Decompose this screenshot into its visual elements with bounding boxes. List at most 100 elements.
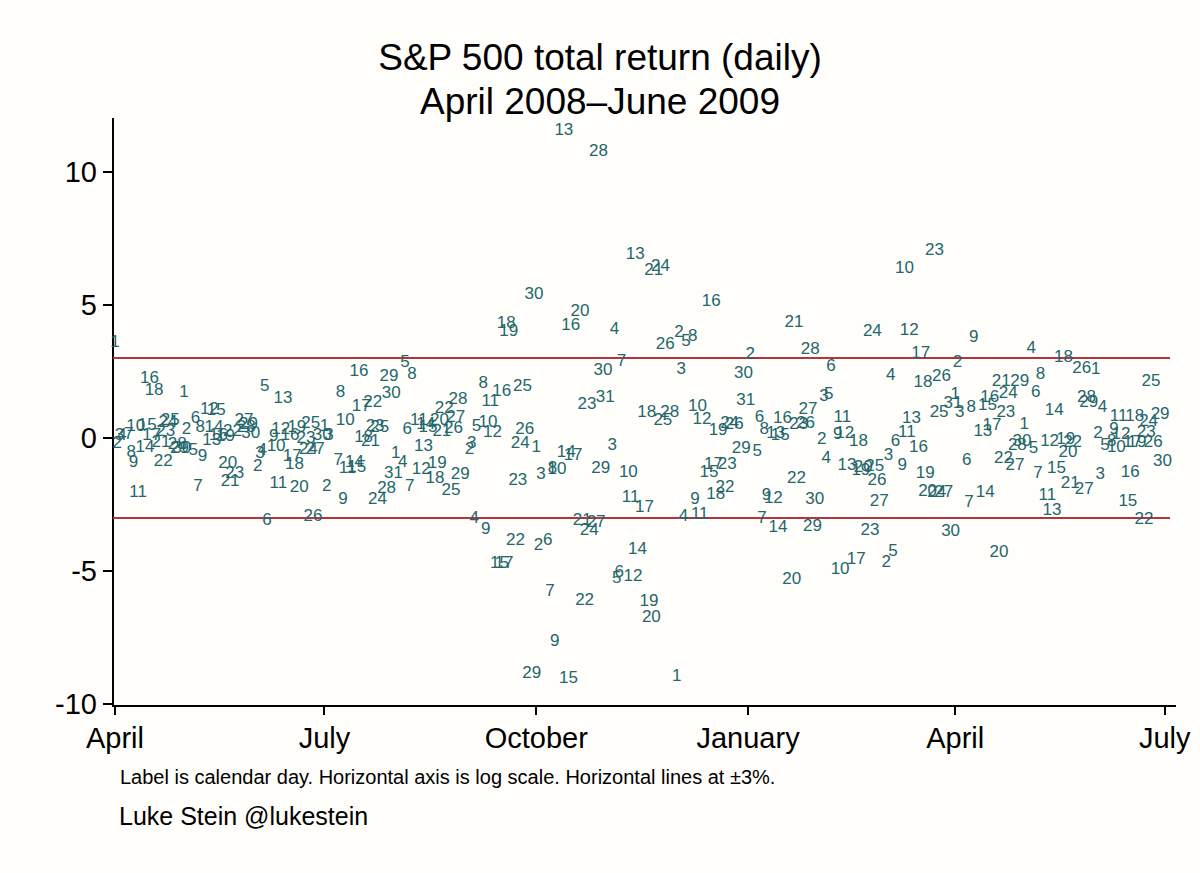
- day-label-point: 25: [513, 376, 532, 396]
- footnote-text: Label is calendar day. Horizontal axis i…: [120, 766, 775, 789]
- day-label-point: 29: [1010, 371, 1029, 391]
- day-label-point: 7: [964, 492, 973, 512]
- day-label-point: 26: [725, 414, 744, 434]
- day-label-point: 30: [805, 489, 824, 509]
- day-label-point: 3: [607, 435, 616, 455]
- x-axis-tick-label: July: [1139, 722, 1191, 755]
- day-label-point: 30: [1153, 451, 1172, 471]
- day-label-point: 30: [382, 383, 401, 403]
- day-label-point: 16: [492, 381, 511, 401]
- day-label-point: 21: [785, 312, 804, 332]
- day-label-point: 27: [934, 482, 953, 502]
- day-label-point: 12: [764, 488, 783, 508]
- day-label-point: 27: [587, 512, 606, 532]
- day-label-point: 27: [798, 399, 817, 419]
- day-label-point: 22: [787, 468, 806, 488]
- day-label-point: 29: [451, 464, 470, 484]
- day-label-point: 7: [193, 476, 202, 496]
- day-label-point: 7: [405, 476, 414, 496]
- y-tick-mark: [103, 171, 113, 173]
- day-label-point: 20: [571, 301, 590, 321]
- day-label-point: 26: [1072, 358, 1091, 378]
- day-label-point: 18: [914, 372, 933, 392]
- day-label-point: 13: [274, 388, 293, 408]
- day-label-point: 13: [1042, 500, 1061, 520]
- day-label-point: 23: [508, 470, 527, 490]
- day-label-point: 29: [803, 516, 822, 536]
- day-label-point: 5: [824, 384, 833, 404]
- day-label-point: 5: [753, 441, 762, 461]
- y-tick-mark: [103, 437, 113, 439]
- day-label-point: 16: [702, 291, 721, 311]
- day-label-point: 3: [536, 464, 545, 484]
- day-label-point: 3: [955, 402, 964, 422]
- day-label-point: 24: [863, 321, 882, 341]
- day-label-point: 2: [746, 344, 755, 364]
- day-label-point: 6: [543, 530, 552, 550]
- day-label-point: 17: [635, 497, 654, 517]
- day-label-point: 4: [258, 440, 267, 460]
- day-label-point: 8: [688, 326, 697, 346]
- day-label-point: 14: [1045, 400, 1064, 420]
- day-label-point: 26: [656, 334, 675, 354]
- day-label-point: 15: [1118, 491, 1137, 511]
- x-tick-mark: [747, 706, 749, 715]
- day-label-point: 30: [524, 284, 543, 304]
- day-label-point: 20: [989, 542, 1008, 562]
- day-label-point: 3: [1096, 464, 1105, 484]
- day-label-point: 22: [716, 477, 735, 497]
- plot-area: 1050-5-10AprilJulyOctoberJanuaryAprilJul…: [0, 0, 1200, 873]
- day-label-point: 1: [1091, 359, 1100, 379]
- day-label-point: 22: [1063, 432, 1082, 452]
- day-label-point: 31: [736, 390, 755, 410]
- day-label-point: 15: [347, 457, 366, 477]
- day-label-point: 22: [1135, 509, 1154, 529]
- day-label-point: 1: [179, 382, 188, 402]
- day-label-point: 7: [617, 351, 626, 371]
- day-label-point: 6: [826, 356, 835, 376]
- day-label-point: 3: [677, 359, 686, 379]
- day-label-point: 4: [1098, 397, 1107, 417]
- day-label-point: 18: [145, 380, 164, 400]
- y-axis-tick-label: 10: [37, 155, 97, 188]
- reference-line-plus3pct: [113, 357, 1170, 359]
- day-label-point: 28: [801, 339, 820, 359]
- day-label-point: 23: [925, 240, 944, 260]
- day-label-point: 28: [589, 141, 608, 161]
- day-label-point: 1: [532, 437, 541, 457]
- credit-text: Luke Stein @lukestein: [119, 802, 368, 831]
- day-label-point: 15: [207, 400, 226, 420]
- day-label-point: 16: [909, 437, 928, 457]
- day-label-point: 10: [619, 462, 638, 482]
- day-label-point: 1: [950, 384, 959, 404]
- day-label-point: 29: [732, 438, 751, 458]
- day-label-point: 12: [623, 566, 642, 586]
- day-label-point: 29: [591, 458, 610, 478]
- day-label-point: 2: [322, 476, 331, 496]
- day-label-point: 5: [888, 541, 897, 561]
- day-label-point: 11: [691, 504, 709, 524]
- day-label-point: 23: [577, 394, 596, 414]
- day-label-point: 4: [886, 365, 895, 385]
- day-label-point: 8: [1036, 364, 1045, 384]
- day-label-point: 4: [679, 506, 688, 526]
- day-label-point: 23: [225, 463, 244, 483]
- day-label-point: 2: [817, 429, 826, 449]
- x-axis-tick-label: April: [86, 722, 144, 755]
- day-label-point: 30: [594, 360, 613, 380]
- y-tick-mark: [103, 703, 113, 705]
- day-label-point: 29: [1151, 404, 1170, 424]
- day-label-point: 7: [1033, 463, 1042, 483]
- day-label-point: 27: [1075, 479, 1094, 499]
- y-axis-tick-label: -10: [37, 688, 97, 721]
- day-label-point: 14: [976, 482, 995, 502]
- day-label-point: 20: [782, 569, 801, 589]
- day-label-point: 23: [996, 402, 1015, 422]
- day-label-point: 27: [446, 407, 465, 427]
- day-label-point: 17: [911, 343, 930, 363]
- day-label-point: 16: [350, 361, 369, 381]
- day-label-point: 9: [338, 489, 347, 509]
- day-label-point: 20: [642, 607, 661, 627]
- day-label-point: 11: [270, 473, 288, 493]
- day-label-point: 7: [545, 581, 554, 601]
